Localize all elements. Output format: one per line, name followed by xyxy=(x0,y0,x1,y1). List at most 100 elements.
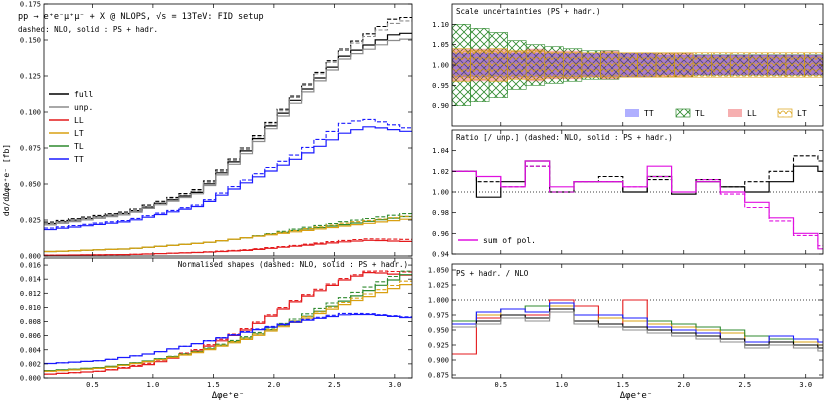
band-LT xyxy=(767,52,787,78)
legend-TL-swatch xyxy=(675,108,691,118)
band-LT xyxy=(618,52,638,78)
ratio-sum-nlo xyxy=(452,165,823,247)
shapes-y-tick-label: 0.008 xyxy=(20,318,41,326)
band-LT xyxy=(507,50,527,80)
ratio-panel: 0.94 0.96 0.98 1.00 1.02 1.04 sum of pol. xyxy=(432,129,824,259)
ratio-y-tick-label: 0.98 xyxy=(432,209,449,217)
ratio-y-tick-label: 0.96 xyxy=(432,230,449,238)
psratio-unp xyxy=(452,311,823,352)
psratio-y-tick-label: 1.000 xyxy=(428,297,449,305)
psratio-x-tick-label: 1.0 xyxy=(555,381,568,389)
shapes-y-tick-label: 0.016 xyxy=(20,262,41,270)
series-LT-nlo xyxy=(44,215,412,253)
psratio-y-tick-label: 1.050 xyxy=(428,267,449,275)
scale-uncertainty-panel: 0.90 0.95 1.00 1.05 1.10 TT TL LL LT xyxy=(432,3,824,127)
legend-full-label: full xyxy=(74,90,93,99)
psratio-y-tick-label: 0.900 xyxy=(428,357,449,365)
series-LL-ps xyxy=(44,239,412,256)
band-LT xyxy=(711,52,731,78)
psratio-x-tick-label: 0.5 xyxy=(494,381,507,389)
shapes-y-tick-label: 0.002 xyxy=(20,360,41,368)
series-TL-nlo xyxy=(44,213,412,253)
psratio-x-axis-label: Δφe⁺e⁻ xyxy=(620,391,653,401)
scale-y-tick-label: 1.05 xyxy=(432,41,449,49)
band-LT xyxy=(562,52,583,78)
ratio-y-tick-label: 0.94 xyxy=(432,251,449,259)
main-frame xyxy=(43,3,413,257)
legend-LL-label: LL xyxy=(747,109,757,118)
psratio-TL xyxy=(452,302,823,349)
shape-TL-nlo xyxy=(44,270,412,372)
band-LT xyxy=(544,52,564,78)
main-distribution-panel: 0.000 0.025 0.050 0.075 0.100 0.125 0.150 0.175… xyxy=(20,1,413,261)
legend-TL-label: TL xyxy=(695,109,705,118)
shape-TT-nlo xyxy=(44,312,412,365)
shapes-x-tick-label: 1.5 xyxy=(207,381,220,389)
legend-LT-label: LT xyxy=(797,109,807,118)
legend-sum-label: sum of pol. xyxy=(483,236,536,245)
ratio-full-ps xyxy=(452,160,823,198)
psratio-title: PS + hadr. / NLO xyxy=(456,269,529,278)
psratio-x-tick-label: 2.0 xyxy=(677,381,690,389)
main-y-tick-label: 0.175 xyxy=(20,1,41,9)
shapes-x-tick-label: 1.0 xyxy=(147,381,160,389)
main-y-tick-label: 0.050 xyxy=(20,181,41,189)
shapes-y-tick-label: 0.000 xyxy=(20,375,41,383)
legend-LT-swatch xyxy=(777,108,793,118)
band-LT xyxy=(581,52,601,78)
ps-over-nlo-panel: 0.875 0.900 0.925 0.950 0.975 1.000 1.025 1.050… xyxy=(428,263,824,389)
shapes-x-tick-label: 3.0 xyxy=(389,381,402,389)
shapes-y-tick-label: 0.014 xyxy=(20,276,41,284)
scale-y-tick-label: 1.00 xyxy=(432,62,449,70)
main-y-tick-label: 0.025 xyxy=(20,217,41,225)
psratio-x-tick-label: 3.0 xyxy=(799,381,812,389)
shape-LT-nlo xyxy=(44,280,412,372)
band-LT xyxy=(655,52,675,78)
main-y-tick-label: 0.100 xyxy=(20,109,41,117)
band-LT xyxy=(748,52,768,78)
psratio-frame xyxy=(451,263,824,379)
shape-LT-ps xyxy=(44,284,412,372)
scale-title: Scale uncertainties (PS + hadr.) xyxy=(456,7,601,16)
legend-TL-label: TL xyxy=(74,142,84,151)
shapes-x-tick-label: 2.0 xyxy=(268,381,281,389)
band-LT xyxy=(470,50,490,80)
shapes-y-tick-label: 0.010 xyxy=(20,304,41,312)
main-y-tick-label: 0.150 xyxy=(20,37,41,45)
legend-TT-label: TT xyxy=(74,155,84,164)
band-LT xyxy=(600,52,620,78)
series-LT-ps xyxy=(44,218,412,253)
band-LT xyxy=(729,52,750,78)
band-LT xyxy=(692,52,713,78)
main-y-tick-label: 0.000 xyxy=(20,253,41,261)
legend-LL-swatch xyxy=(728,109,742,117)
psratio-y-tick-label: 0.950 xyxy=(428,327,449,335)
psratio-x-tick-label: 2.5 xyxy=(738,381,751,389)
shape-TL-ps xyxy=(44,274,412,372)
scale-y-tick-label: 0.90 xyxy=(432,102,449,110)
shapes-y-tick-label: 0.004 xyxy=(20,346,41,354)
shapes-y-tick-label: 0.006 xyxy=(20,332,41,340)
psratio-y-tick-label: 1.025 xyxy=(428,282,449,290)
shape-TT-ps xyxy=(44,313,412,365)
shape-LL-ps xyxy=(44,272,412,375)
band-LT xyxy=(488,48,508,82)
legend-TT-swatch xyxy=(625,109,639,117)
shapes-y-tick-label: 0.012 xyxy=(20,290,41,298)
main-y-tick-label: 0.075 xyxy=(20,145,41,153)
scale-y-tick-label: 1.10 xyxy=(432,21,449,29)
scale-y-tick-label: 0.95 xyxy=(432,82,449,90)
legend-TT-label: TT xyxy=(644,109,654,118)
shapes-frame xyxy=(43,257,413,379)
ratio-y-tick-label: 1.00 xyxy=(432,189,449,197)
main-subtitle: dashed: NLO, solid : PS + hadr. xyxy=(18,25,158,34)
psratio-y-tick-label: 0.975 xyxy=(428,312,449,320)
band-LT xyxy=(525,50,546,80)
normalised-shapes-panel: 0.000 0.002 0.004 0.006 0.008 0.010 0.012 0.014… xyxy=(20,257,413,389)
psratio-LT xyxy=(452,305,823,346)
shapes-x-tick-label: 2.5 xyxy=(328,381,341,389)
band-LT xyxy=(785,52,805,78)
main-title: pp → e⁺e⁻μ⁺μ⁻ + X @ NLOPS, √s = 13TeV: F… xyxy=(18,12,264,22)
main-y-axis-label: dσ/dΔφe⁺e⁻ [fb] xyxy=(2,144,11,216)
